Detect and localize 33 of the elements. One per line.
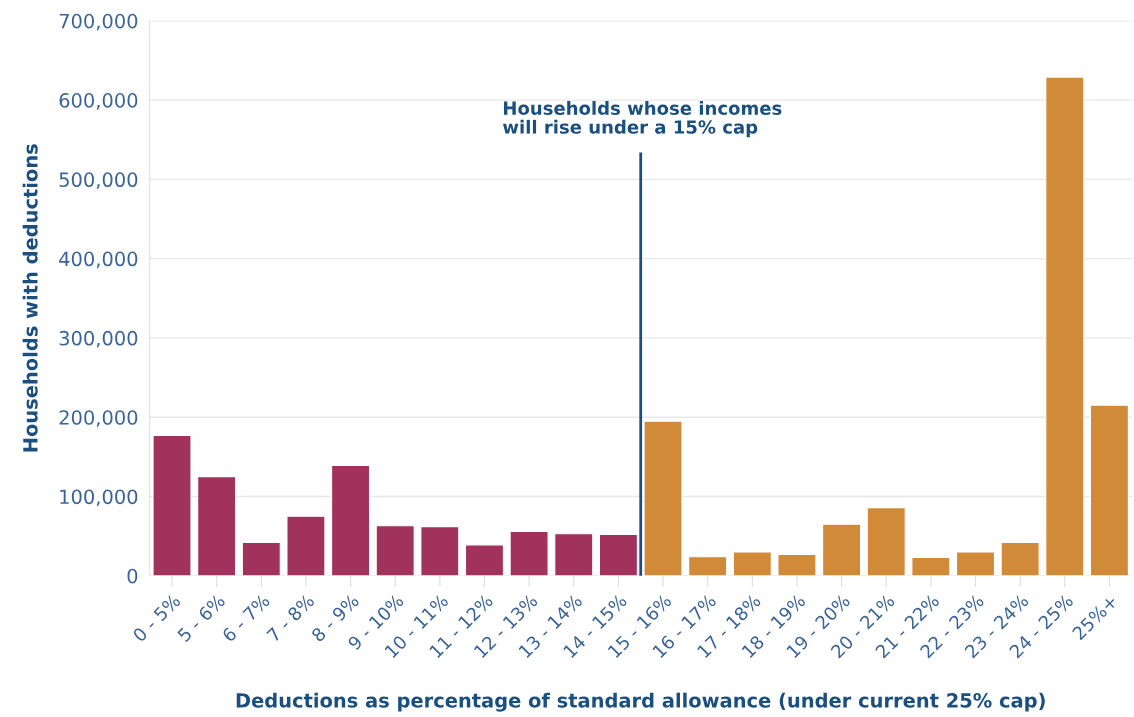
- bar: [509, 530, 549, 576]
- y-tick-label: 600,000: [59, 93, 138, 110]
- bar: [732, 551, 772, 576]
- y-tick-label: 100,000: [60, 489, 138, 507]
- bar: [955, 551, 996, 576]
- y-axis-title: Households with deductions: [22, 144, 38, 452]
- bar: [331, 464, 371, 576]
- bar: [375, 525, 415, 576]
- y-tick-label: 200,000: [59, 410, 138, 427]
- bar: [777, 553, 817, 576]
- y-tick-label: 0: [127, 568, 138, 584]
- bar: [197, 476, 237, 576]
- bar: [241, 541, 281, 576]
- bar: [554, 533, 594, 576]
- x-axis-title: Deductions as percentage of standard allowance (under current 25% cap): [236, 692, 1045, 712]
- bar: [286, 515, 326, 576]
- bar: [688, 556, 728, 576]
- y-tick-label: 400,000: [59, 251, 138, 269]
- bar: [152, 434, 192, 576]
- bar: [643, 420, 683, 576]
- y-tick-label: 500,000: [59, 172, 138, 189]
- bar: [1045, 76, 1085, 576]
- bar: [822, 523, 862, 576]
- bar: [911, 556, 951, 576]
- bar: [464, 544, 505, 576]
- ref-line-label: Households whose incomes will rise under a 15% cap: [502, 101, 782, 138]
- bar: [598, 533, 638, 576]
- y-tick-label: 700,000: [59, 13, 138, 31]
- bar: [420, 526, 460, 576]
- bar: [1000, 541, 1040, 576]
- bar: [1089, 404, 1129, 576]
- bar: [866, 507, 906, 576]
- y-tick-label: 300,000: [59, 330, 138, 348]
